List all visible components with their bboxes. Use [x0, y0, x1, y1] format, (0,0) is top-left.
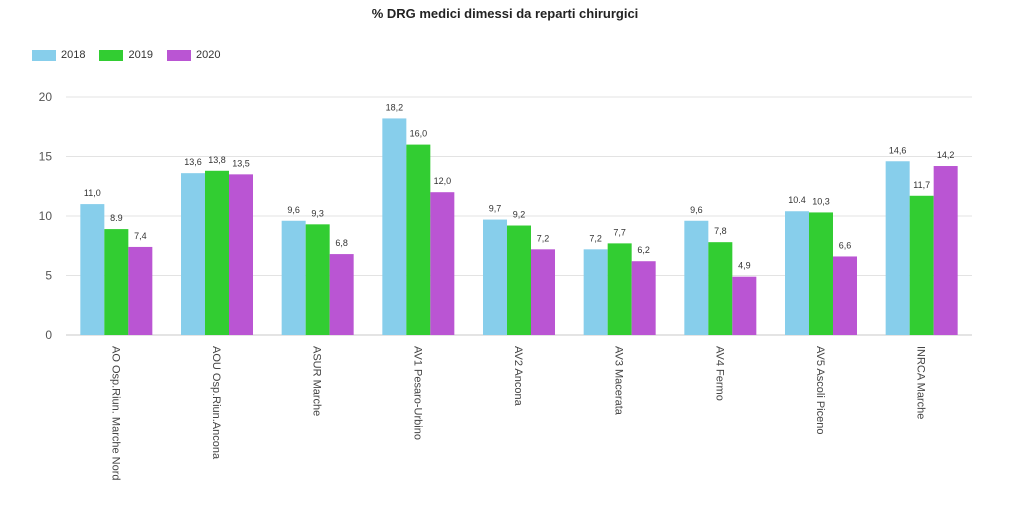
- data-label-2020-0: 7,4: [134, 231, 147, 241]
- legend-label-2019: 2019: [128, 49, 153, 61]
- bar-2020-2: [329, 254, 354, 335]
- bar-2018-7: [785, 211, 809, 335]
- y-tick-label-15: 15: [39, 150, 53, 164]
- data-label-2018-3: 18,2: [386, 102, 404, 112]
- legend-item-2020[interactable]: 2020: [166, 49, 221, 61]
- bar-2018-4: [483, 219, 507, 335]
- legend-item-2018[interactable]: 2018: [32, 49, 85, 61]
- data-label-2019-5: 7,7: [613, 227, 626, 237]
- bar-2019-7: [809, 212, 833, 335]
- x-tick-label-5: AV3 Macerata: [613, 346, 625, 416]
- legend-swatch-2020: [166, 49, 191, 61]
- data-label-2020-4: 7,2: [537, 233, 550, 243]
- data-label-2018-4: 9,7: [489, 204, 502, 214]
- bar-2020-7: [833, 256, 857, 335]
- bar-2018-3: [382, 118, 407, 335]
- legend-item-2019[interactable]: 2019: [99, 49, 153, 61]
- bar-2020-3: [430, 192, 455, 335]
- data-label-2018-0: 11,0: [84, 188, 101, 198]
- x-tick-label-0: AO Osp.Riun. Marche Nord: [109, 346, 121, 481]
- data-label-2018-2: 9,6: [287, 205, 300, 215]
- bar-2020-1: [229, 174, 253, 335]
- legend-swatch-2019: [99, 49, 124, 61]
- legend: 2018 2019 2020: [32, 49, 220, 61]
- data-label-2019-2: 9,3: [311, 208, 324, 218]
- bar-2018-2: [281, 220, 306, 335]
- legend-label-2018: 2018: [61, 49, 86, 61]
- bar-2018-8: [885, 161, 910, 335]
- data-label-2020-1: 13,5: [232, 158, 250, 168]
- data-label-2018-5: 7,2: [589, 233, 602, 243]
- legend-label-2020: 2020: [195, 49, 221, 61]
- bar-2019-1: [205, 170, 229, 335]
- y-tick-label-10: 10: [39, 209, 53, 223]
- x-tick-label-7: AV5 Ascoli Piceno: [814, 346, 826, 434]
- bar-2020-6: [732, 276, 757, 335]
- data-label-2018-1: 13,6: [184, 157, 202, 167]
- data-label-2020-7: 6,6: [839, 240, 852, 250]
- x-tick-label-3: AV1 Pesaro-Urbino: [411, 346, 423, 440]
- bar-2019-3: [406, 144, 431, 335]
- bar-2018-5: [583, 249, 608, 335]
- data-label-2020-6: 4,9: [738, 261, 751, 271]
- data-label-2020-3: 12,0: [434, 176, 452, 186]
- data-label-2020-8: 14,2: [937, 150, 955, 160]
- data-label-2019-4: 9,2: [513, 210, 526, 220]
- chart-title: % DRG medici dimessi da reparti chirurgi…: [371, 6, 639, 21]
- x-tick-label-4: AV2 Ancona: [512, 346, 524, 407]
- bar-2018-6: [684, 220, 709, 335]
- x-tick-label-8: INRCA Marche: [915, 346, 927, 419]
- x-tick-label-6: AV4 Fermo: [713, 346, 725, 401]
- bar-2019-6: [708, 242, 733, 335]
- data-label-2018-6: 9,6: [690, 205, 703, 215]
- bar-2020-0: [128, 246, 153, 335]
- bar-2018-0: [80, 204, 105, 335]
- bar-2020-5: [631, 261, 656, 335]
- y-tick-label-5: 5: [45, 269, 52, 283]
- bar-2019-0: [104, 229, 129, 335]
- bar-2019-2: [305, 224, 330, 335]
- y-tick-label-0: 0: [45, 328, 52, 342]
- data-label-2019-6: 7,8: [714, 226, 727, 236]
- data-label-2019-3: 16,0: [410, 129, 428, 139]
- bar-2019-5: [607, 243, 632, 335]
- data-label-2020-2: 6,8: [335, 238, 348, 248]
- data-label-2019-7: 10,3: [812, 196, 830, 206]
- data-label-2019-1: 13,8: [208, 155, 226, 165]
- x-tick-label-2: ASUR Marche: [311, 346, 323, 416]
- legend-swatch-2018: [32, 49, 56, 61]
- bar-2019-8: [909, 195, 934, 335]
- data-label-2019-0: 8.9: [110, 213, 123, 223]
- data-label-2020-5: 6,2: [637, 245, 650, 255]
- y-tick-label-20: 20: [39, 90, 53, 104]
- data-label-2019-8: 11,7: [913, 180, 930, 190]
- bar-2020-4: [531, 249, 555, 335]
- bar-2019-4: [507, 225, 531, 335]
- x-tick-label-1: AOU Osp.Riun.Ancona: [210, 346, 222, 460]
- data-label-2018-8: 14,6: [889, 145, 907, 155]
- bar-2018-1: [181, 173, 205, 335]
- bar-2020-8: [933, 166, 958, 335]
- data-label-2018-7: 10.4: [788, 195, 806, 205]
